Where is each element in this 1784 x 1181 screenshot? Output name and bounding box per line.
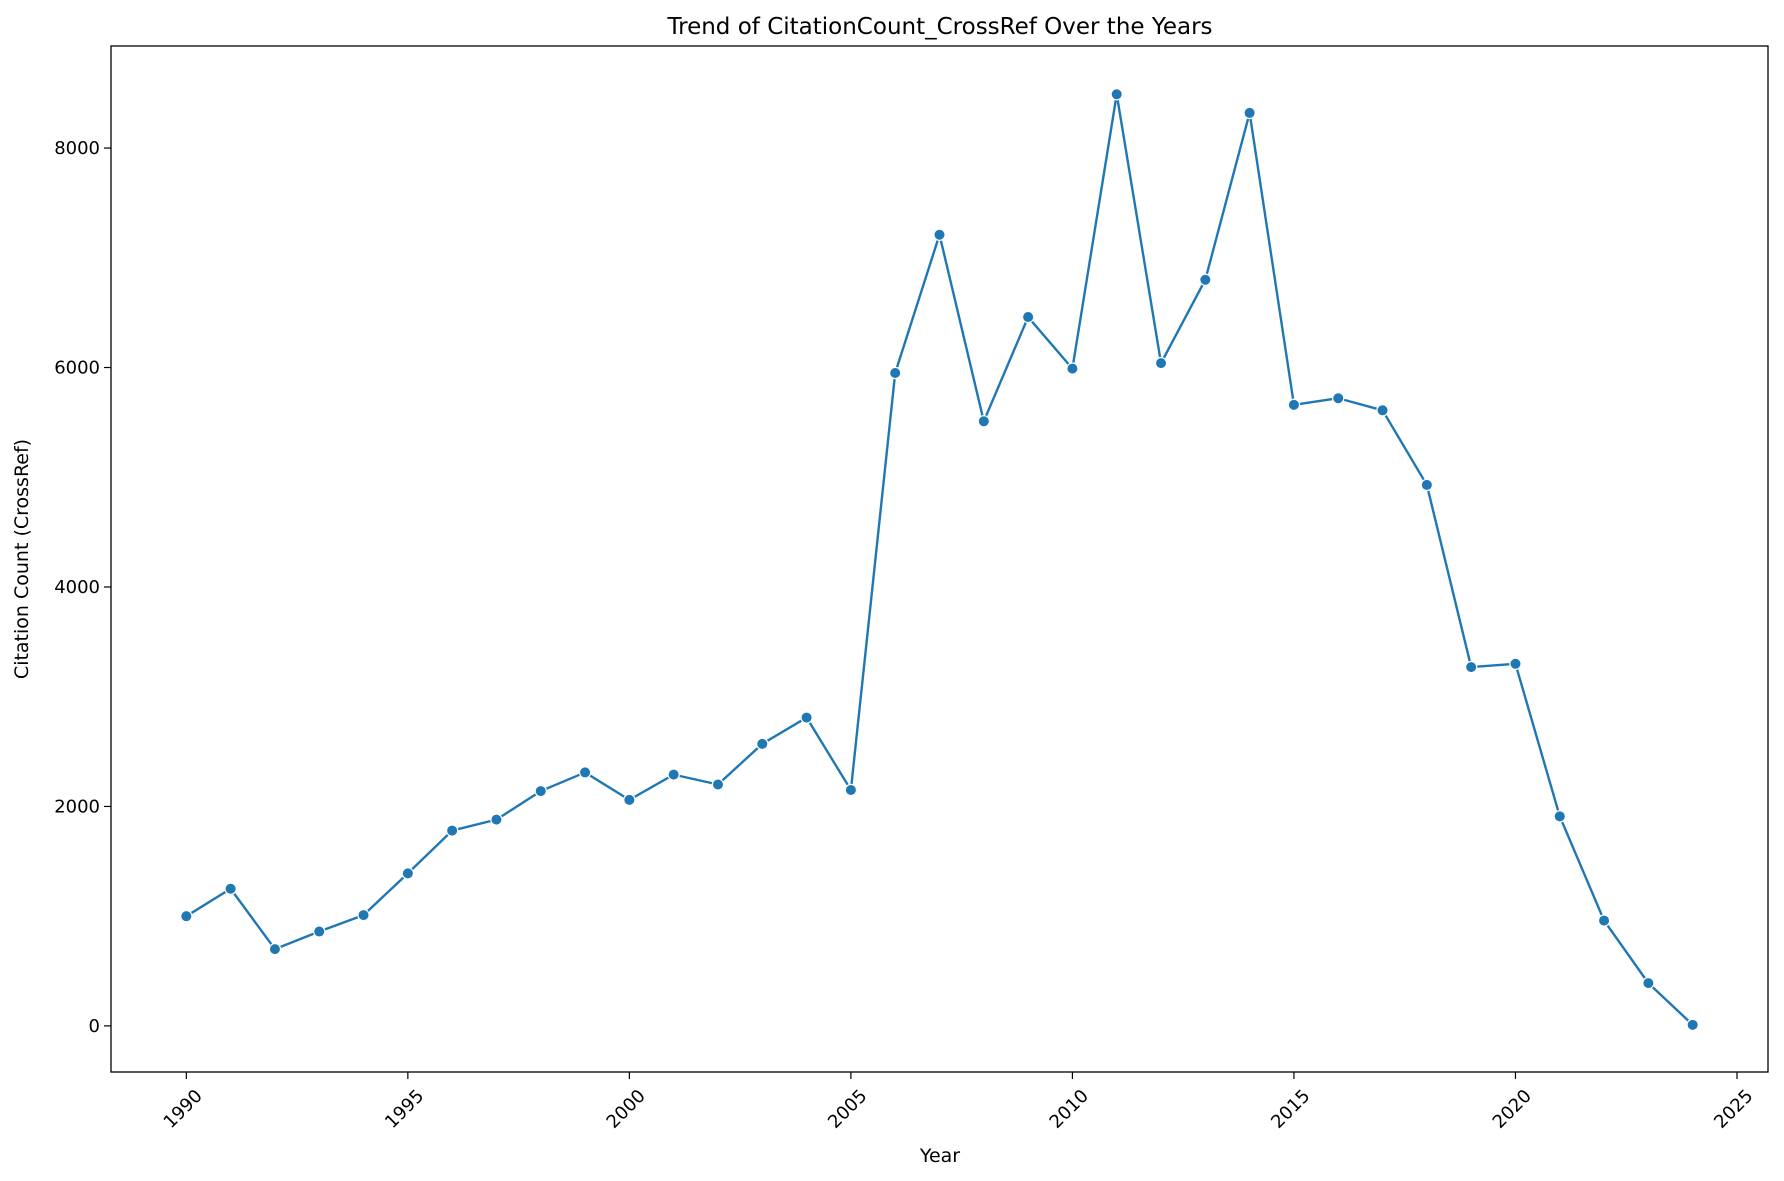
data-point — [224, 882, 237, 895]
data-point — [1287, 398, 1301, 412]
data-point — [1376, 404, 1389, 417]
data-point — [490, 813, 503, 826]
data-point — [1021, 310, 1035, 324]
data-point — [401, 867, 415, 880]
y-tick-label: 2000 — [54, 796, 100, 817]
data-point — [1553, 810, 1566, 823]
x-axis-label: Year — [919, 1145, 960, 1167]
y-axis: 0 2000 4000 6000 8000 — [54, 138, 111, 1037]
data-point — [534, 784, 547, 798]
axes-frame — [110, 45, 1769, 1073]
y-axis-label: Citation Count (CrossRef) — [11, 439, 33, 679]
y-tick-label: 6000 — [54, 358, 100, 379]
data-point — [667, 768, 680, 781]
data-point — [977, 415, 991, 428]
data-point — [1420, 478, 1434, 492]
data-point — [1332, 392, 1345, 405]
data-point — [933, 228, 946, 241]
data-point — [844, 783, 858, 797]
data-point — [180, 909, 193, 923]
data-point — [578, 766, 592, 779]
data-point — [888, 366, 902, 380]
data-point — [1597, 914, 1611, 927]
y-tick-label: 4000 — [54, 577, 100, 598]
data-point — [357, 908, 370, 922]
data-point — [800, 711, 813, 724]
data-point — [1686, 1018, 1699, 1032]
data-point — [623, 793, 636, 807]
data-point — [1509, 657, 1522, 670]
data-point — [313, 925, 326, 938]
data-point — [1066, 362, 1079, 375]
data-point — [711, 778, 725, 791]
data-point — [1154, 356, 1168, 370]
y-tick-label: 0 — [89, 1016, 100, 1037]
y-tick-label: 8000 — [54, 138, 100, 159]
plot-area — [180, 88, 1699, 1032]
data-point — [1110, 88, 1123, 101]
data-point — [1199, 273, 1212, 286]
data-point — [1243, 106, 1256, 120]
data-point — [756, 737, 769, 751]
data-point — [1642, 976, 1655, 990]
data-point — [268, 942, 282, 956]
data-point — [1464, 660, 1478, 674]
chart-title: Trend of CitationCount_CrossRef Over the… — [666, 14, 1212, 40]
data-point — [445, 824, 459, 837]
